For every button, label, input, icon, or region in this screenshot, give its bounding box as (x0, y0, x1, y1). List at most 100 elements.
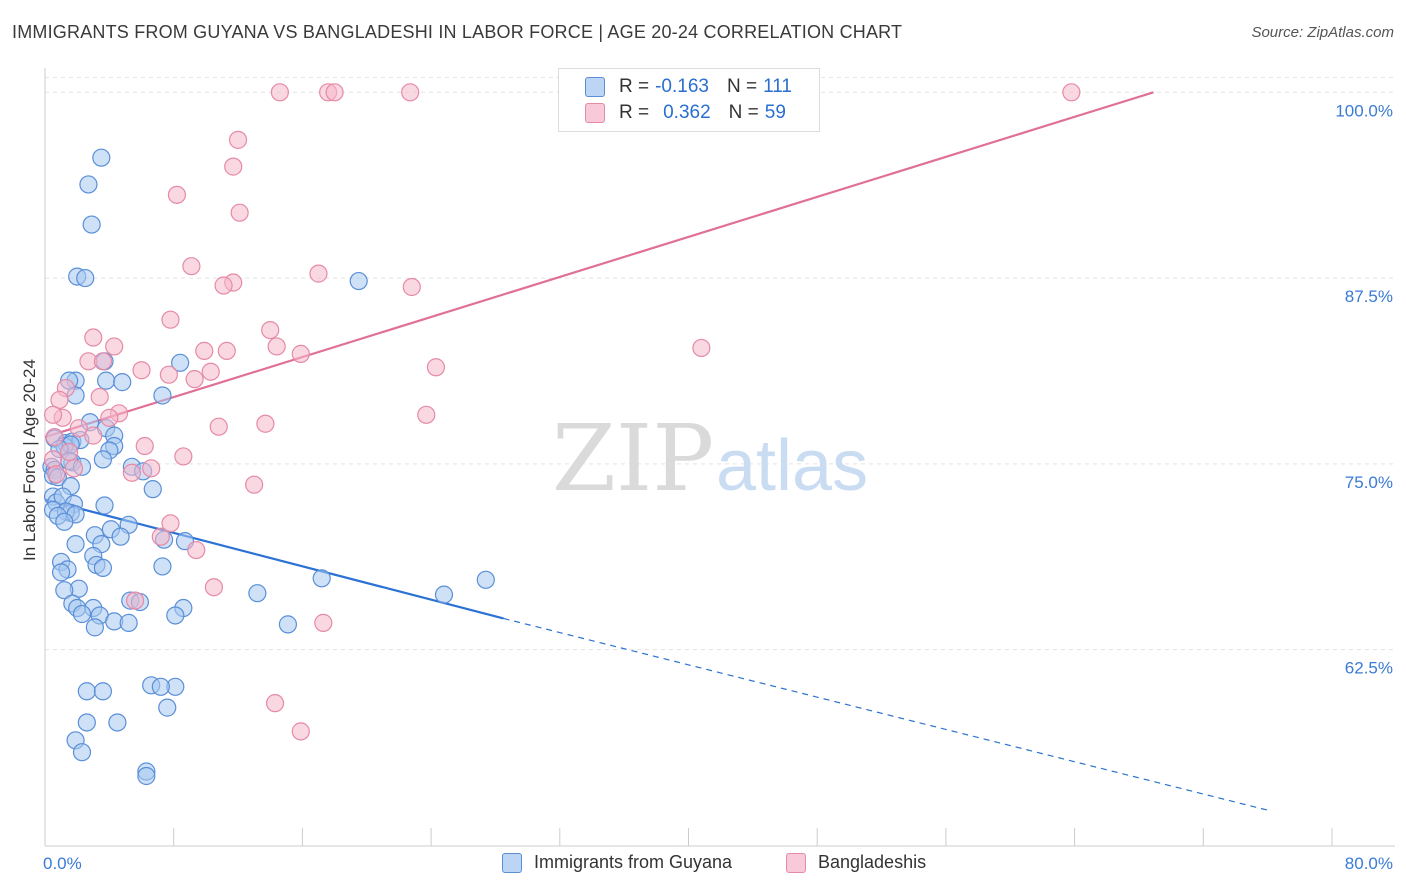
point-guyana (153, 557, 172, 576)
point-bangladeshi (142, 459, 161, 478)
point-guyana (93, 682, 113, 701)
point-bangladeshi (1062, 83, 1081, 102)
trendline-guyana (44, 498, 504, 620)
point-bangladeshi (224, 157, 243, 176)
point-guyana (92, 148, 111, 167)
point-bangladeshi (314, 613, 333, 632)
legend-item-guyana[interactable]: Immigrants from Guyana (502, 852, 732, 873)
gridlines (45, 76, 1395, 651)
point-bangladeshi (60, 442, 79, 462)
point-guyana (278, 615, 298, 634)
point-guyana (153, 386, 172, 405)
point-bangladeshi (167, 185, 187, 204)
legend-item-bangladeshis[interactable]: Bangladeshis (786, 852, 926, 873)
point-bangladeshi (45, 428, 64, 447)
point-guyana (434, 585, 454, 604)
point-bangladeshi (245, 475, 264, 494)
point-guyana (143, 480, 162, 499)
legend-r-label: R = (619, 102, 650, 123)
point-bangladeshi (265, 694, 285, 713)
point-bangladeshi (185, 370, 204, 389)
point-guyana (82, 215, 101, 234)
data-points (42, 83, 1081, 786)
point-bangladeshi (84, 426, 103, 445)
point-bangladeshi (204, 578, 224, 597)
point-bangladeshi (228, 130, 248, 149)
point-bangladeshi (417, 405, 436, 424)
point-guyana (55, 581, 74, 600)
point-bangladeshi (201, 362, 220, 381)
y-tick-label: 100.0% (1335, 101, 1393, 120)
legend-row-guyana: R = -0.163 N = 111 (585, 74, 792, 100)
point-bangladeshi (230, 203, 249, 222)
point-bangladeshi (47, 465, 66, 484)
chart-source: Source: ZipAtlas.com (1251, 24, 1394, 41)
point-guyana (72, 743, 92, 762)
point-bangladeshi (105, 337, 124, 356)
point-guyana (95, 496, 114, 515)
legend-swatch-pink (585, 103, 605, 123)
y-tick-label: 87.5% (1345, 287, 1393, 306)
point-guyana (113, 373, 132, 392)
legend-n-value: 111 (763, 76, 792, 97)
legend-r-value: 0.362 (663, 102, 711, 123)
point-guyana (51, 563, 71, 582)
x-tick-label-min: 0.0% (43, 854, 82, 873)
point-guyana (93, 450, 113, 469)
legend-swatch-blue (502, 852, 522, 873)
point-bangladeshi (161, 514, 180, 533)
point-guyana (151, 677, 170, 696)
point-guyana (79, 175, 98, 194)
point-bangladeshi (151, 527, 170, 546)
point-bangladeshi (64, 459, 84, 478)
point-guyana (77, 713, 96, 732)
point-bangladeshi (90, 387, 109, 407)
x-tick-label-max: 80.0% (1345, 854, 1393, 873)
point-guyana (248, 584, 267, 603)
trendline-bangladeshi (44, 91, 1154, 439)
legend-n-label: N = (728, 102, 759, 123)
point-bangladeshi (291, 344, 310, 363)
y-axis-label: In Labor Force | Age 20-24 (20, 359, 39, 561)
y-tick-label: 62.5% (1345, 659, 1393, 678)
point-bangladeshi (402, 277, 421, 297)
stats-legend: R = -0.163 N = 111 R = 0.362 N = 59 (558, 68, 820, 132)
point-bangladeshi (93, 352, 113, 371)
point-guyana (72, 604, 92, 624)
legend-n-value: 59 (764, 102, 786, 123)
point-bangladeshi (132, 361, 151, 380)
trendline-guyana-extrapolated (503, 617, 1268, 811)
watermark-zip: ZIP (552, 405, 714, 512)
point-bangladeshi (209, 417, 228, 436)
point-bangladeshi (256, 414, 275, 433)
legend-r-value: -0.163 (655, 76, 709, 97)
point-bangladeshi (84, 328, 103, 347)
legend-row-bangladeshis: R = 0.362 N = 59 (585, 100, 786, 126)
series-legend: Immigrants from Guyana Bangladeshis (0, 852, 1406, 878)
point-bangladeshi (125, 591, 145, 610)
point-bangladeshi (401, 83, 420, 102)
point-bangladeshi (261, 320, 280, 340)
point-bangladeshi (187, 540, 206, 560)
y-tick-label: 75.0% (1345, 473, 1393, 492)
point-guyana (66, 535, 85, 554)
point-bangladeshi (195, 341, 214, 361)
legend-label-guyana: Immigrants from Guyana (534, 852, 733, 872)
point-guyana (349, 271, 368, 291)
point-bangladeshi (182, 257, 201, 276)
point-bangladeshi (267, 337, 286, 356)
tick-labels: 62.5% 75.0% 87.5% 100.0% 0.0% 80.0% (43, 101, 1393, 873)
point-bangladeshi (100, 408, 119, 427)
point-bangladeshi (325, 83, 344, 102)
point-bangladeshi (426, 358, 446, 377)
legend-swatch-pink (786, 852, 806, 873)
point-bangladeshi (174, 447, 193, 466)
point-bangladeshi (309, 264, 328, 283)
legend-label-bangladeshis: Bangladeshis (818, 852, 927, 872)
point-guyana (171, 353, 190, 372)
point-bangladeshi (270, 83, 289, 102)
point-bangladeshi (214, 276, 233, 295)
point-guyana (166, 606, 185, 625)
point-bangladeshi (291, 722, 310, 741)
